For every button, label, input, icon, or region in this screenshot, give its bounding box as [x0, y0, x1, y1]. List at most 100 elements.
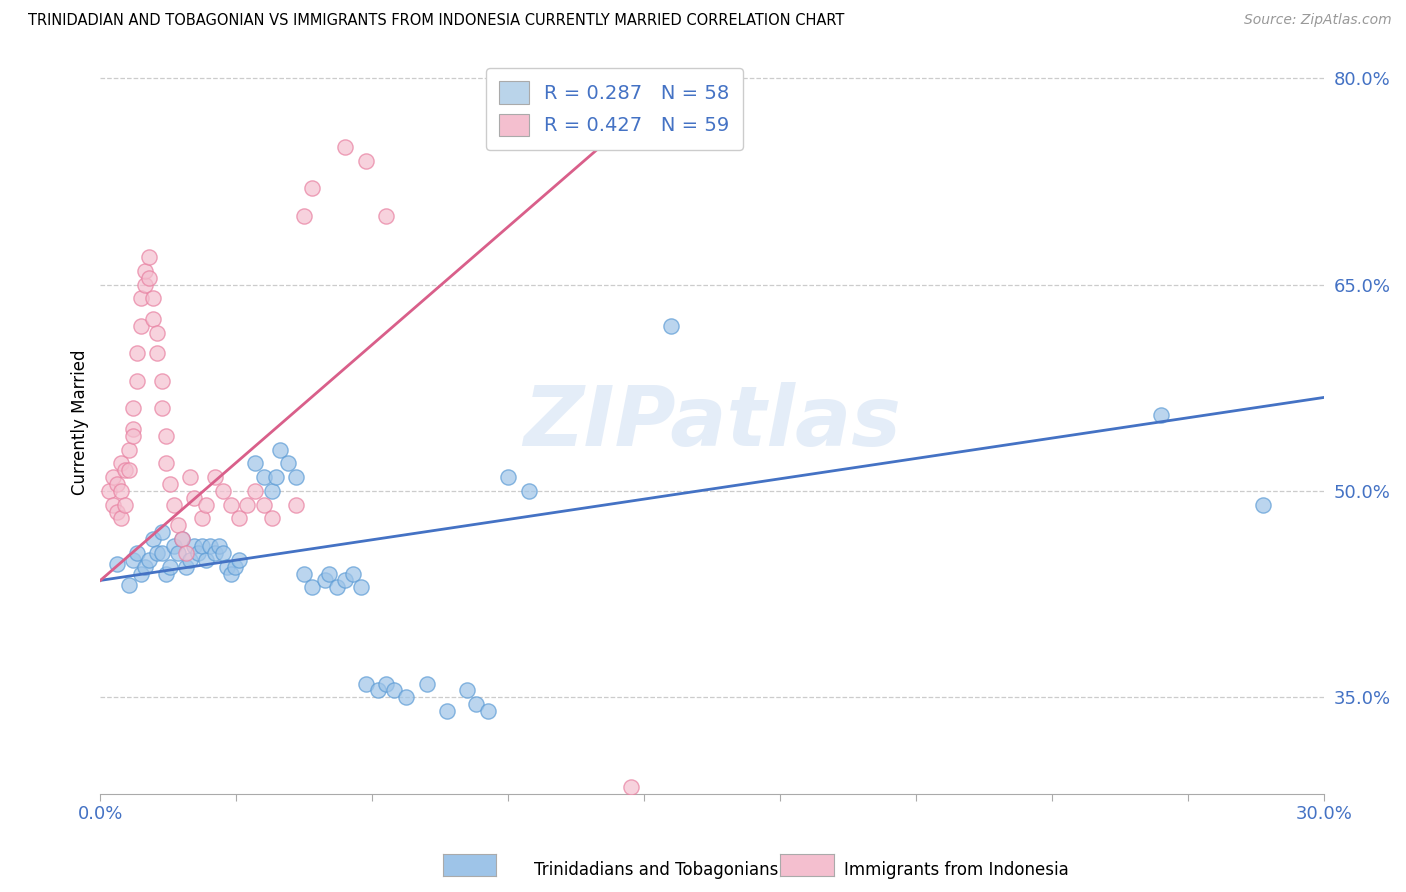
Point	[191, 511, 214, 525]
Point	[517, 483, 540, 498]
Point	[219, 566, 242, 581]
Point	[252, 470, 274, 484]
Point	[464, 698, 486, 712]
Point	[436, 704, 458, 718]
Point	[395, 690, 418, 705]
Point	[269, 442, 291, 457]
Point	[228, 553, 250, 567]
Point	[285, 470, 308, 484]
Point	[138, 250, 160, 264]
Point	[110, 511, 132, 525]
Point	[292, 209, 315, 223]
Point	[204, 470, 226, 484]
Point	[125, 374, 148, 388]
Point	[301, 580, 323, 594]
Point	[142, 532, 165, 546]
Point	[681, 126, 703, 140]
Point	[228, 511, 250, 525]
Point	[166, 546, 188, 560]
Text: Immigrants from Indonesia: Immigrants from Indonesia	[844, 861, 1069, 879]
Point	[129, 291, 152, 305]
Point	[326, 580, 349, 594]
Point	[415, 676, 437, 690]
Point	[134, 277, 156, 292]
Legend: R = 0.287   N = 58, R = 0.427   N = 59: R = 0.287 N = 58, R = 0.427 N = 59	[485, 68, 742, 150]
Point	[211, 546, 233, 560]
Point	[350, 580, 373, 594]
Point	[208, 539, 231, 553]
Point	[170, 532, 193, 546]
Point	[285, 498, 308, 512]
Point	[211, 483, 233, 498]
Point	[174, 546, 197, 560]
Point	[333, 140, 356, 154]
Point	[498, 470, 520, 484]
Point	[166, 518, 188, 533]
Y-axis label: Currently Married: Currently Married	[72, 350, 89, 495]
Point	[97, 483, 120, 498]
Point	[163, 498, 186, 512]
Point	[245, 483, 267, 498]
Point	[195, 498, 218, 512]
Point	[142, 291, 165, 305]
Point	[155, 429, 177, 443]
Point	[661, 318, 683, 333]
Point	[110, 457, 132, 471]
Point	[150, 546, 173, 560]
Point	[105, 557, 128, 571]
Point	[301, 181, 323, 195]
Point	[101, 498, 124, 512]
Point	[129, 318, 152, 333]
Point	[187, 546, 209, 560]
Point	[118, 577, 141, 591]
Text: ZIPatlas: ZIPatlas	[523, 382, 901, 463]
Point	[354, 153, 377, 168]
Point	[155, 566, 177, 581]
Point	[219, 498, 242, 512]
Point	[110, 483, 132, 498]
Point	[252, 498, 274, 512]
Point	[204, 546, 226, 560]
Point	[122, 401, 145, 416]
Point	[114, 463, 136, 477]
Point	[142, 312, 165, 326]
Text: Source: ZipAtlas.com: Source: ZipAtlas.com	[1244, 13, 1392, 28]
Point	[150, 374, 173, 388]
Point	[146, 326, 169, 340]
Point	[125, 546, 148, 560]
Point	[200, 539, 222, 553]
Point	[314, 574, 336, 588]
Point	[236, 498, 259, 512]
Point	[150, 525, 173, 540]
Point	[333, 574, 356, 588]
Point	[105, 477, 128, 491]
Point	[477, 704, 499, 718]
Point	[174, 559, 197, 574]
Point	[114, 498, 136, 512]
Point	[277, 457, 299, 471]
Point	[292, 566, 315, 581]
Text: Trinidadians and Tobagonians: Trinidadians and Tobagonians	[534, 861, 779, 879]
Point	[183, 491, 205, 505]
Text: TRINIDADIAN AND TOBAGONIAN VS IMMIGRANTS FROM INDONESIA CURRENTLY MARRIED CORREL: TRINIDADIAN AND TOBAGONIAN VS IMMIGRANTS…	[28, 13, 845, 29]
Point	[620, 780, 643, 794]
Point	[155, 457, 177, 471]
Point	[159, 477, 181, 491]
Point	[318, 566, 340, 581]
Point	[264, 470, 287, 484]
Point	[1150, 409, 1173, 423]
Point	[150, 401, 173, 416]
Point	[134, 559, 156, 574]
Point	[354, 676, 377, 690]
Point	[215, 559, 238, 574]
Point	[146, 546, 169, 560]
Point	[374, 676, 396, 690]
Point	[191, 539, 214, 553]
Point	[118, 442, 141, 457]
Point	[260, 483, 283, 498]
Point	[195, 553, 218, 567]
Point	[122, 429, 145, 443]
Point	[374, 209, 396, 223]
Point	[101, 470, 124, 484]
Point	[179, 470, 201, 484]
